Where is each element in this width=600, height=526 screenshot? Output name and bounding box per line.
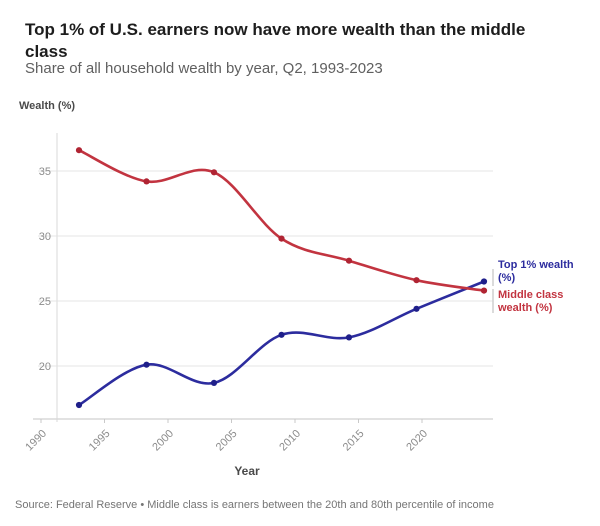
svg-text:2000: 2000: [150, 428, 176, 454]
svg-text:2020: 2020: [404, 428, 430, 454]
legend-label-top1-wealth: Top 1% wealth (%): [498, 259, 574, 284]
svg-text:2015: 2015: [341, 428, 367, 454]
chart-title-line-2: class: [25, 42, 68, 62]
chart-subtitle: Share of all household wealth by year, Q…: [25, 60, 383, 77]
x-tick-labels: 1990 1995 2000 2005 2010 2015 2020: [23, 419, 430, 453]
chart-title-line-1: Top 1% of U.S. earners now have more wea…: [25, 20, 526, 40]
svg-text:1995: 1995: [87, 428, 113, 454]
chart-title: Top 1% of U.S. earners now have more wea…: [25, 19, 585, 63]
svg-text:25: 25: [39, 296, 51, 308]
y-tick-labels: 20 25 30 35: [39, 166, 51, 373]
svg-text:30: 30: [39, 231, 51, 243]
svg-text:2010: 2010: [277, 428, 303, 454]
y-axis-title: Wealth (%): [19, 100, 76, 112]
x-axis-title: Year: [234, 464, 260, 478]
series-markers-0: [75, 278, 488, 409]
legend-label-middle-class-wealth: Middle class wealth (%): [498, 289, 564, 314]
y-gridlines: [38, 170, 493, 367]
source-note: Source: Federal Reserve • Middle class i…: [15, 499, 494, 511]
svg-text:20: 20: [39, 361, 51, 373]
svg-text:2005: 2005: [214, 428, 240, 454]
series-markers-1: [75, 147, 488, 294]
svg-text:35: 35: [39, 166, 51, 178]
svg-text:1990: 1990: [23, 428, 49, 454]
series-line-0: [77, 280, 486, 407]
